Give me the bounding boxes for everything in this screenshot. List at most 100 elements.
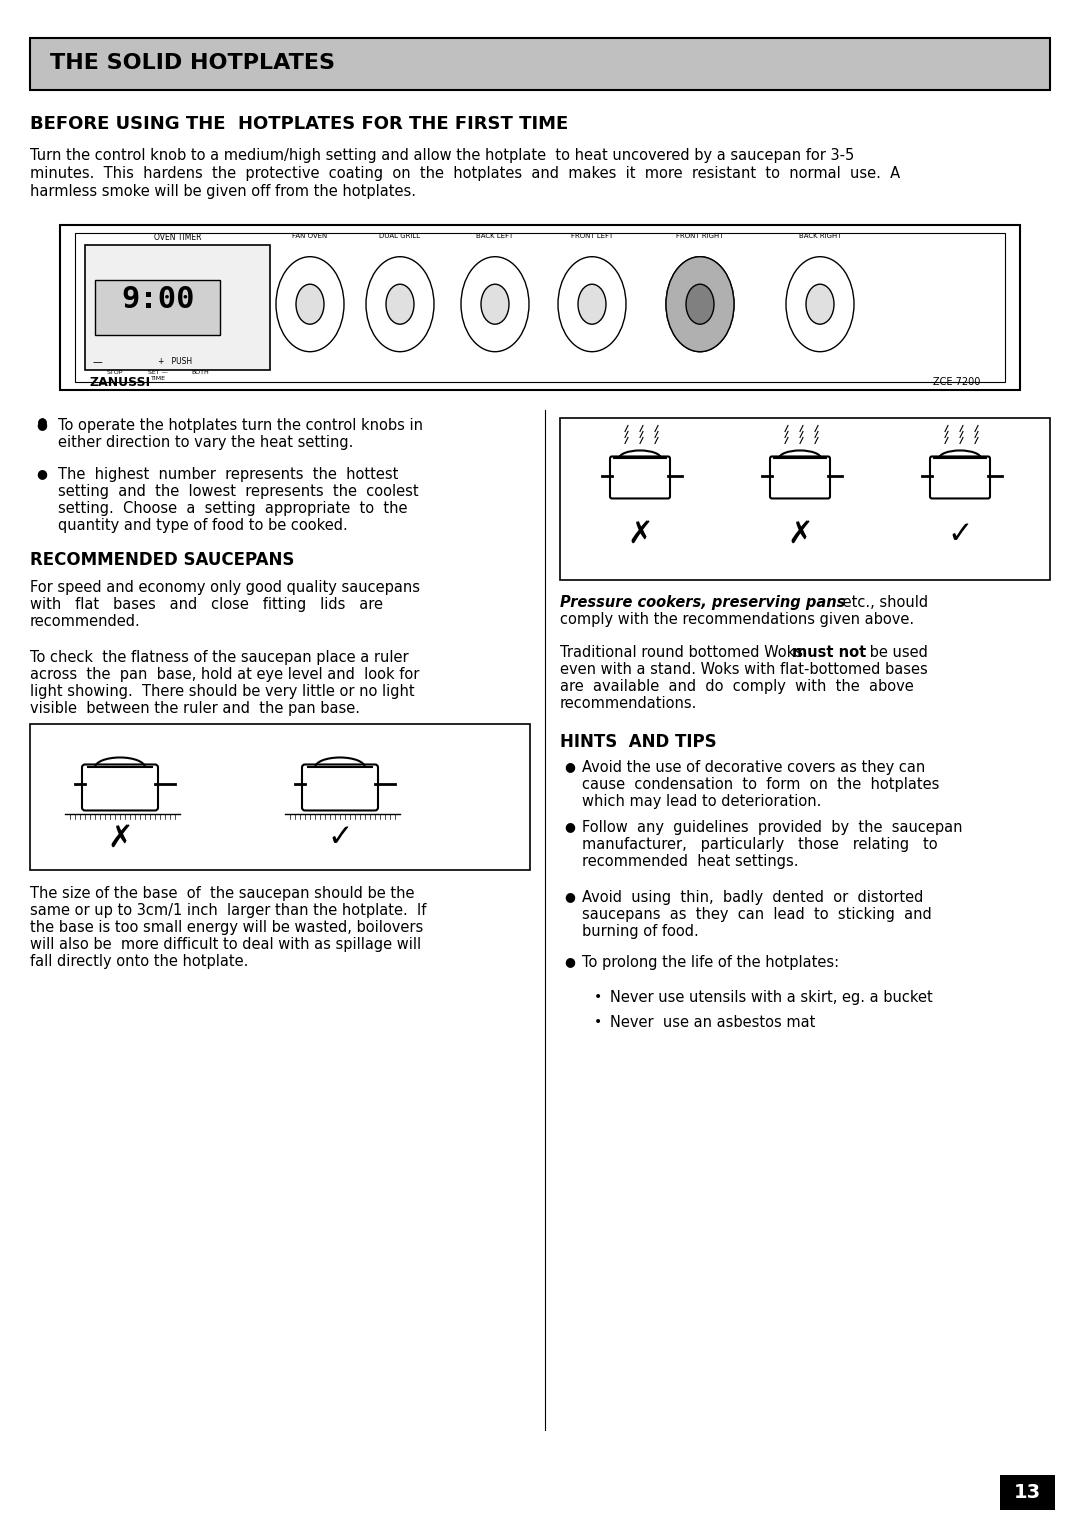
- FancyBboxPatch shape: [930, 457, 990, 498]
- FancyBboxPatch shape: [30, 38, 1050, 90]
- Text: STOP: STOP: [107, 370, 123, 374]
- Text: recommendations.: recommendations.: [561, 695, 698, 711]
- Text: etc., should: etc., should: [838, 594, 928, 610]
- Ellipse shape: [666, 257, 734, 351]
- Text: FRONT LEFT: FRONT LEFT: [571, 232, 613, 238]
- Text: which may lead to deterioration.: which may lead to deterioration.: [582, 795, 822, 808]
- Text: ZANUSSI: ZANUSSI: [90, 376, 151, 388]
- Text: BACK LEFT: BACK LEFT: [476, 232, 514, 238]
- Text: minutes.  This  hardens  the  protective  coating  on  the  hotplates  and  make: minutes. This hardens the protective coa…: [30, 167, 900, 180]
- Text: quantity and type of food to be cooked.: quantity and type of food to be cooked.: [58, 518, 348, 533]
- Text: visible  between the ruler and  the pan base.: visible between the ruler and the pan ba…: [30, 701, 360, 717]
- Text: either direction to vary the heat setting.: either direction to vary the heat settin…: [58, 435, 353, 451]
- FancyBboxPatch shape: [610, 457, 670, 498]
- Text: ZCE 7200: ZCE 7200: [933, 377, 980, 387]
- Ellipse shape: [481, 284, 509, 324]
- Bar: [85, 244, 270, 370]
- Text: harmless smoke will be given off from the hotplates.: harmless smoke will be given off from th…: [30, 183, 416, 199]
- Text: ●: ●: [37, 419, 48, 431]
- Text: BACK RIGHT: BACK RIGHT: [799, 232, 841, 238]
- Bar: [95, 280, 220, 335]
- Text: •: •: [594, 990, 603, 1004]
- Text: TIME: TIME: [150, 376, 165, 380]
- Text: To operate the hotplates turn the control knobs in: To operate the hotplates turn the contro…: [58, 419, 423, 432]
- Text: burning of food.: burning of food.: [582, 924, 699, 940]
- Text: cause  condensation  to  form  on  the  hotplates: cause condensation to form on the hotpla…: [582, 778, 940, 792]
- Text: ✓: ✓: [327, 824, 353, 853]
- Text: FAN OVEN: FAN OVEN: [293, 232, 327, 238]
- Text: Avoid the use of decorative covers as they can: Avoid the use of decorative covers as th…: [582, 759, 926, 775]
- Text: across  the  pan  base, hold at eye level and  look for: across the pan base, hold at eye level a…: [30, 668, 419, 681]
- Text: recommended  heat settings.: recommended heat settings.: [582, 854, 798, 869]
- Text: recommended.: recommended.: [30, 614, 140, 630]
- Text: ✗: ✗: [627, 520, 652, 549]
- Text: To check  the flatness of the saucepan place a ruler: To check the flatness of the saucepan pl…: [30, 649, 408, 665]
- Text: even with a stand. Woks with flat-bottomed bases: even with a stand. Woks with flat-bottom…: [561, 662, 928, 677]
- FancyBboxPatch shape: [82, 764, 158, 810]
- Text: Traditional round bottomed Woks: Traditional round bottomed Woks: [561, 645, 808, 660]
- Bar: [30, 724, 530, 869]
- Text: BOTH: BOTH: [191, 370, 208, 374]
- Ellipse shape: [386, 284, 414, 324]
- Text: are  available  and  do  comply  with  the  above: are available and do comply with the abo…: [561, 678, 914, 694]
- Text: RECOMMENDED SAUCEPANS: RECOMMENDED SAUCEPANS: [30, 552, 295, 568]
- Ellipse shape: [666, 257, 734, 351]
- Text: ✗: ✗: [107, 824, 133, 853]
- Text: light showing.  There should be very little or no light: light showing. There should be very litt…: [30, 685, 415, 698]
- Text: manufacturer,   particularly   those   relating   to: manufacturer, particularly those relatin…: [582, 837, 937, 853]
- Ellipse shape: [276, 257, 345, 351]
- Text: +   PUSH: + PUSH: [158, 358, 192, 367]
- Text: ●: ●: [37, 468, 48, 480]
- Text: ●: ●: [565, 821, 576, 833]
- Bar: [75, 232, 1005, 382]
- Text: must not: must not: [792, 645, 866, 660]
- Text: setting  and  the  lowest  represents  the  coolest: setting and the lowest represents the co…: [58, 484, 419, 500]
- Text: For speed and economy only good quality saucepans: For speed and economy only good quality …: [30, 581, 420, 594]
- Ellipse shape: [461, 257, 529, 351]
- Text: saucepans  as  they  can  lead  to  sticking  and: saucepans as they can lead to sticking a…: [582, 908, 932, 921]
- Text: The  highest  number  represents  the  hottest: The highest number represents the hottes…: [58, 468, 399, 481]
- Text: OVEN TIMER: OVEN TIMER: [154, 232, 202, 241]
- Ellipse shape: [558, 257, 626, 351]
- Text: 9:00: 9:00: [121, 286, 194, 315]
- Text: Turn the control knob to a medium/high setting and allow the hotplate  to heat u: Turn the control knob to a medium/high s…: [30, 148, 854, 163]
- Text: To prolong the life of the hotplates:: To prolong the life of the hotplates:: [582, 955, 839, 970]
- Ellipse shape: [686, 284, 714, 324]
- Ellipse shape: [786, 257, 854, 351]
- Ellipse shape: [578, 284, 606, 324]
- Text: with   flat   bases   and   close   fitting   lids   are: with flat bases and close fitting lids a…: [30, 597, 383, 613]
- Text: be used: be used: [865, 645, 928, 660]
- Text: ●: ●: [565, 955, 576, 969]
- Text: ●: ●: [565, 759, 576, 773]
- FancyBboxPatch shape: [302, 764, 378, 810]
- Text: same or up to 3cm/1 inch  larger than the hotplate.  If: same or up to 3cm/1 inch larger than the…: [30, 903, 427, 918]
- Text: DUAL GRILL: DUAL GRILL: [379, 232, 420, 238]
- Ellipse shape: [806, 284, 834, 324]
- Text: FRONT RIGHT: FRONT RIGHT: [676, 232, 724, 238]
- Text: The size of the base  of  the saucepan should be the: The size of the base of the saucepan sho…: [30, 886, 415, 902]
- Text: BEFORE USING THE  HOTPLATES FOR THE FIRST TIME: BEFORE USING THE HOTPLATES FOR THE FIRST…: [30, 115, 568, 133]
- Bar: [561, 419, 1050, 581]
- Text: HINTS  AND TIPS: HINTS AND TIPS: [561, 733, 717, 750]
- Text: Avoid  using  thin,  badly  dented  or  distorted: Avoid using thin, badly dented or distor…: [582, 889, 923, 905]
- Text: THE SOLID HOTPLATES: THE SOLID HOTPLATES: [50, 53, 335, 73]
- Text: SET —: SET —: [148, 370, 167, 374]
- Text: —: —: [92, 358, 102, 367]
- Bar: [1000, 1475, 1055, 1510]
- Text: Pressure cookers, preserving pans: Pressure cookers, preserving pans: [561, 594, 846, 610]
- FancyBboxPatch shape: [770, 457, 831, 498]
- Ellipse shape: [686, 284, 714, 324]
- Text: 13: 13: [1013, 1482, 1040, 1502]
- Text: fall directly onto the hotplate.: fall directly onto the hotplate.: [30, 953, 248, 969]
- Text: ✗: ✗: [787, 520, 813, 549]
- Bar: [60, 225, 1020, 390]
- Text: Never use utensils with a skirt, eg. a bucket: Never use utensils with a skirt, eg. a b…: [610, 990, 933, 1005]
- Text: •: •: [594, 1015, 603, 1028]
- Ellipse shape: [366, 257, 434, 351]
- Text: setting.  Choose  a  setting  appropriate  to  the: setting. Choose a setting appropriate to…: [58, 501, 407, 516]
- Text: will also be  more difficult to deal with as spillage will: will also be more difficult to deal with…: [30, 937, 421, 952]
- Text: Never  use an asbestos mat: Never use an asbestos mat: [610, 1015, 815, 1030]
- Text: Follow  any  guidelines  provided  by  the  saucepan: Follow any guidelines provided by the sa…: [582, 821, 962, 834]
- Ellipse shape: [296, 284, 324, 324]
- Text: ✓: ✓: [947, 520, 973, 549]
